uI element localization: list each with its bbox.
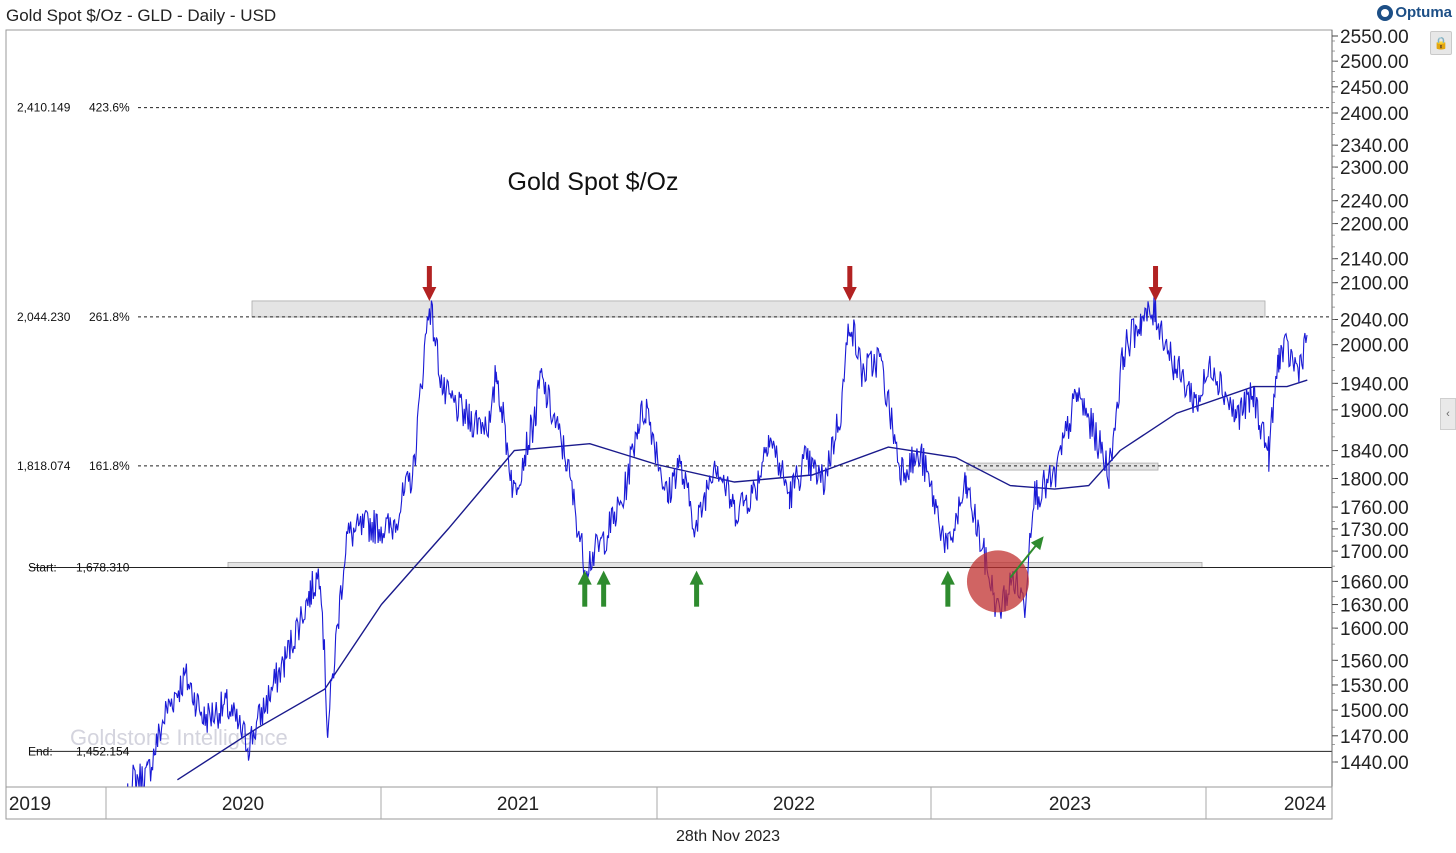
x-tick-label: 2023	[1049, 794, 1091, 815]
y-tick-label: 1560.00	[1340, 651, 1409, 672]
price-line	[127, 296, 1308, 787]
fib-level-label: End:	[28, 744, 53, 758]
up-arrow	[577, 570, 592, 607]
y-tick-label: 1840.00	[1340, 442, 1409, 463]
arrow-head	[842, 287, 857, 302]
up-arrow	[689, 570, 704, 607]
y-tick-label: 1700.00	[1340, 542, 1409, 563]
arrow-shaft	[945, 582, 951, 607]
x-tick-label: 2020	[222, 794, 264, 815]
down-arrow	[422, 266, 437, 302]
y-tick-label: 1730.00	[1340, 520, 1409, 541]
y-tick-label: 1500.00	[1340, 701, 1409, 722]
breakout-arrow-shaft	[1009, 542, 1039, 579]
fib-level-value: 261.8%	[89, 310, 130, 324]
y-tick-label: 1940.00	[1340, 374, 1409, 395]
y-tick-label: 1630.00	[1340, 596, 1409, 617]
fib-level-label: 1,818.074	[17, 459, 71, 473]
y-tick-label: 1530.00	[1340, 676, 1409, 697]
y-tick-label: 2000.00	[1340, 336, 1409, 357]
y-tick-label: 2240.00	[1340, 192, 1409, 213]
support-zone-2023	[966, 462, 1159, 471]
arrow-shaft	[426, 266, 432, 291]
y-tick-label: 2400.00	[1340, 104, 1409, 125]
arrow-shaft	[694, 582, 700, 607]
fib-level-value: 161.8%	[89, 459, 130, 473]
arrow-head	[577, 570, 592, 585]
fib-level-value: 1,452.154	[76, 744, 130, 758]
x-tick-label: 2022	[773, 794, 815, 815]
x-tick-label: 2024	[1284, 794, 1327, 815]
chart-title: Gold Spot $/Oz	[508, 168, 679, 196]
fib-level-label: 2,410.149	[17, 101, 71, 115]
arrow-head	[1148, 287, 1163, 302]
support-zone-start	[227, 561, 1203, 569]
y-tick-label: 2550.00	[1340, 27, 1409, 48]
chart-date-footer: 28th Nov 2023	[675, 828, 781, 845]
y-tick-label: 2140.00	[1340, 250, 1409, 271]
y-tick-label: 1800.00	[1340, 470, 1409, 491]
arrow-shaft	[847, 266, 853, 291]
y-tick-label: 2500.00	[1340, 52, 1409, 73]
fib-level-label: Start:	[28, 560, 57, 574]
optuma-logo-text: Optuma	[1395, 4, 1452, 21]
y-tick-label: 2340.00	[1340, 136, 1409, 157]
y-tick-label: 2300.00	[1340, 158, 1409, 179]
resistance-zone	[251, 300, 1266, 318]
lock-icon[interactable]: 🔒	[1430, 31, 1452, 55]
arrow-head	[596, 570, 611, 585]
y-tick-label: 1440.00	[1340, 753, 1409, 774]
up-arrow	[596, 570, 611, 607]
y-tick-label: 1660.00	[1340, 572, 1409, 593]
optuma-logo: Optuma	[1377, 4, 1452, 21]
arrow-head	[422, 287, 437, 302]
y-tick-label: 2200.00	[1340, 215, 1409, 236]
plot-frame	[5, 29, 1333, 788]
x-tick-label: 2019	[9, 794, 51, 815]
arrow-shaft	[1153, 266, 1159, 291]
y-tick-label: 2040.00	[1340, 310, 1409, 331]
y-tick-label: 2450.00	[1340, 78, 1409, 99]
x-tick-label: 2021	[497, 794, 539, 815]
arrow-shaft	[601, 582, 607, 607]
optuma-logo-icon	[1377, 4, 1394, 21]
fib-level-value: 423.6%	[89, 101, 130, 115]
y-tick-label: 1900.00	[1340, 401, 1409, 422]
chart-header-title: Gold Spot $/Oz - GLD - Daily - USD	[6, 6, 277, 25]
up-arrow	[940, 570, 955, 607]
x-axis-band	[5, 786, 1333, 820]
circle-highlight	[966, 550, 1029, 613]
arrow-shaft	[582, 582, 588, 607]
y-tick-label: 1600.00	[1340, 619, 1409, 640]
y-tick-label: 1760.00	[1340, 498, 1409, 519]
y-tick-label: 2100.00	[1340, 274, 1409, 295]
arrow-head	[689, 570, 704, 585]
gold-chart: Gold Spot $/Oz Goldstone Intelligence 2,…	[5, 27, 1409, 820]
down-arrow	[842, 266, 857, 302]
arrow-head	[940, 570, 955, 585]
fib-level-label: 2,044.230	[17, 310, 71, 324]
breakout-arrow-head	[1030, 536, 1044, 551]
y-tick-label: 1470.00	[1340, 727, 1409, 748]
fib-level-value: 1,678.310	[76, 560, 130, 574]
moving-average-line	[177, 379, 1308, 781]
down-arrow	[1148, 266, 1163, 302]
